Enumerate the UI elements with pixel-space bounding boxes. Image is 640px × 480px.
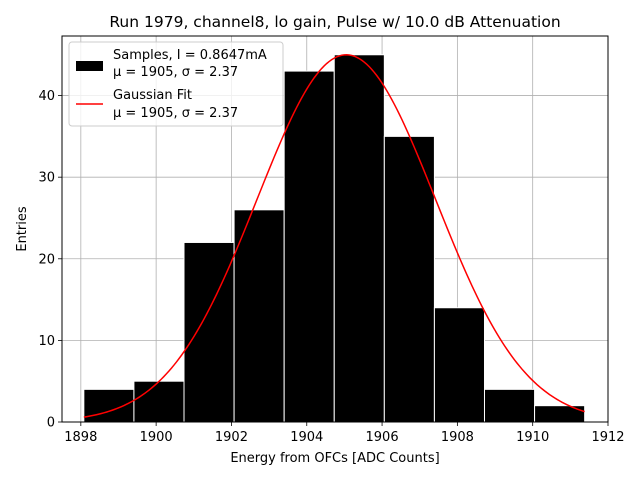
histogram-bar — [183, 241, 235, 423]
legend-fit-label: Gaussian Fit — [113, 88, 192, 103]
y-tick-label: 10 — [38, 334, 55, 349]
x-tick-label: 1906 — [366, 430, 399, 445]
y-axis-title: Entries — [15, 206, 30, 252]
histogram-bar — [83, 388, 135, 423]
legend-box — [68, 41, 284, 127]
histogram-bar — [333, 54, 385, 423]
x-tick-label: 1912 — [591, 430, 624, 445]
legend-samples-label: Samples, I = 0.8647mA — [113, 48, 267, 63]
chart-title: Run 1979, channel8, lo gain, Pulse w/ 10… — [109, 13, 560, 31]
y-tick-label: 0 — [47, 416, 55, 431]
histogram-bar — [133, 380, 185, 423]
histogram-bar — [534, 405, 586, 423]
y-tick-label: 40 — [38, 89, 55, 104]
histogram-bar — [483, 388, 536, 423]
x-tick-label: 1908 — [441, 430, 474, 445]
histogram-bars — [83, 54, 586, 423]
x-axis-title: Energy from OFCs [ADC Counts] — [230, 451, 439, 466]
histogram-bar — [233, 209, 285, 423]
histogram-bar — [383, 135, 435, 423]
x-tick-label: 1902 — [215, 430, 248, 445]
legend-samples-stats: μ = 1905, σ = 2.37 — [113, 65, 238, 80]
gaussian-fit-curve — [83, 54, 585, 418]
y-tick-label: 20 — [38, 252, 55, 267]
y-axis-ticks: 0 10 20 30 40 — [38, 89, 62, 431]
histogram-bar — [433, 307, 485, 423]
x-tick-label: 1900 — [140, 430, 173, 445]
legend-samples-swatch — [76, 61, 103, 71]
x-tick-label: 1898 — [64, 430, 97, 445]
plot-frame — [61, 35, 609, 423]
x-tick-label: 1910 — [516, 430, 549, 445]
legend: Samples, I = 0.8647mA μ = 1905, σ = 2.37… — [68, 41, 284, 127]
y-tick-label: 30 — [38, 171, 55, 186]
legend-fit-stats: μ = 1905, σ = 2.37 — [113, 106, 238, 121]
histogram-bar — [283, 70, 335, 423]
x-axis-ticks: 1898 1900 1902 1904 1906 1908 1910 1912 — [64, 422, 625, 445]
x-tick-label: 1904 — [290, 430, 323, 445]
